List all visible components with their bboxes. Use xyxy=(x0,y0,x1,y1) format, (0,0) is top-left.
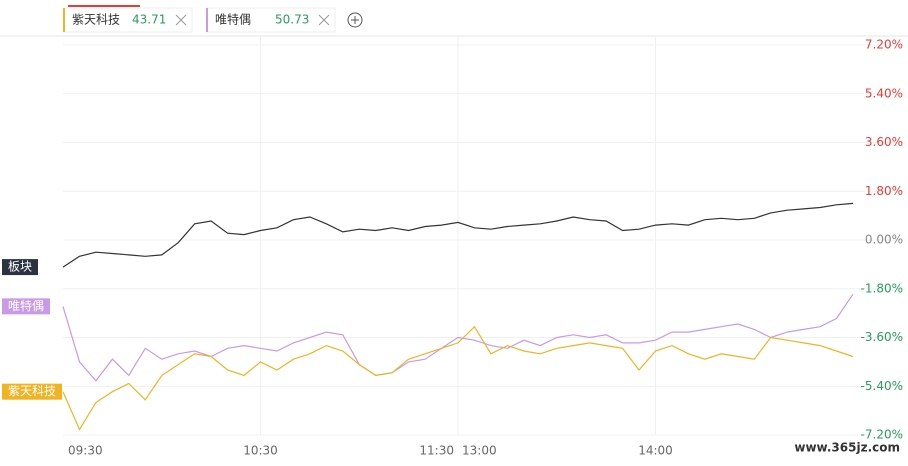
legend-name: 唯特偶 xyxy=(215,12,251,27)
series-tag xyxy=(2,383,62,400)
series-line xyxy=(62,325,854,431)
series-tag-label: 紫天科技 xyxy=(8,384,56,398)
series-tag-label: 板块 xyxy=(8,260,32,274)
y-tick-label: 1.80% xyxy=(865,184,903,198)
x-tick-label: 11:30 xyxy=(419,444,454,458)
series-tag xyxy=(2,298,50,315)
y-tick-label: -5.40% xyxy=(861,379,903,393)
legend-item[interactable] xyxy=(63,7,193,33)
close-icon[interactable] xyxy=(318,14,330,26)
x-tick-label: 10:30 xyxy=(243,444,278,458)
series-tag xyxy=(2,259,38,276)
legend-item[interactable] xyxy=(206,7,336,33)
series-tag-label: 唯特偶 xyxy=(8,298,44,313)
x-tick-label: 13:00 xyxy=(462,444,497,458)
x-tick-label: 09:30 xyxy=(68,444,103,458)
y-tick-label: 7.20% xyxy=(865,38,903,52)
watermark: www.365jz.com xyxy=(794,441,900,455)
legend-price: 43.71 xyxy=(132,13,166,27)
close-icon[interactable] xyxy=(175,14,187,26)
legend-name: 紫天科技 xyxy=(72,13,120,27)
x-tick-label: 14:00 xyxy=(638,444,673,458)
add-button[interactable] xyxy=(347,12,363,28)
legend-price: 50.73 xyxy=(275,13,309,27)
series-line xyxy=(62,202,854,268)
y-tick-label: 0.00% xyxy=(865,233,903,247)
y-tick-label: -1.80% xyxy=(861,281,903,295)
series-line xyxy=(62,293,854,382)
y-tick-label: -3.60% xyxy=(861,330,903,344)
y-tick-label: 3.60% xyxy=(865,135,903,149)
y-tick-label: -7.20% xyxy=(861,428,903,442)
y-tick-label: 5.40% xyxy=(865,86,903,100)
